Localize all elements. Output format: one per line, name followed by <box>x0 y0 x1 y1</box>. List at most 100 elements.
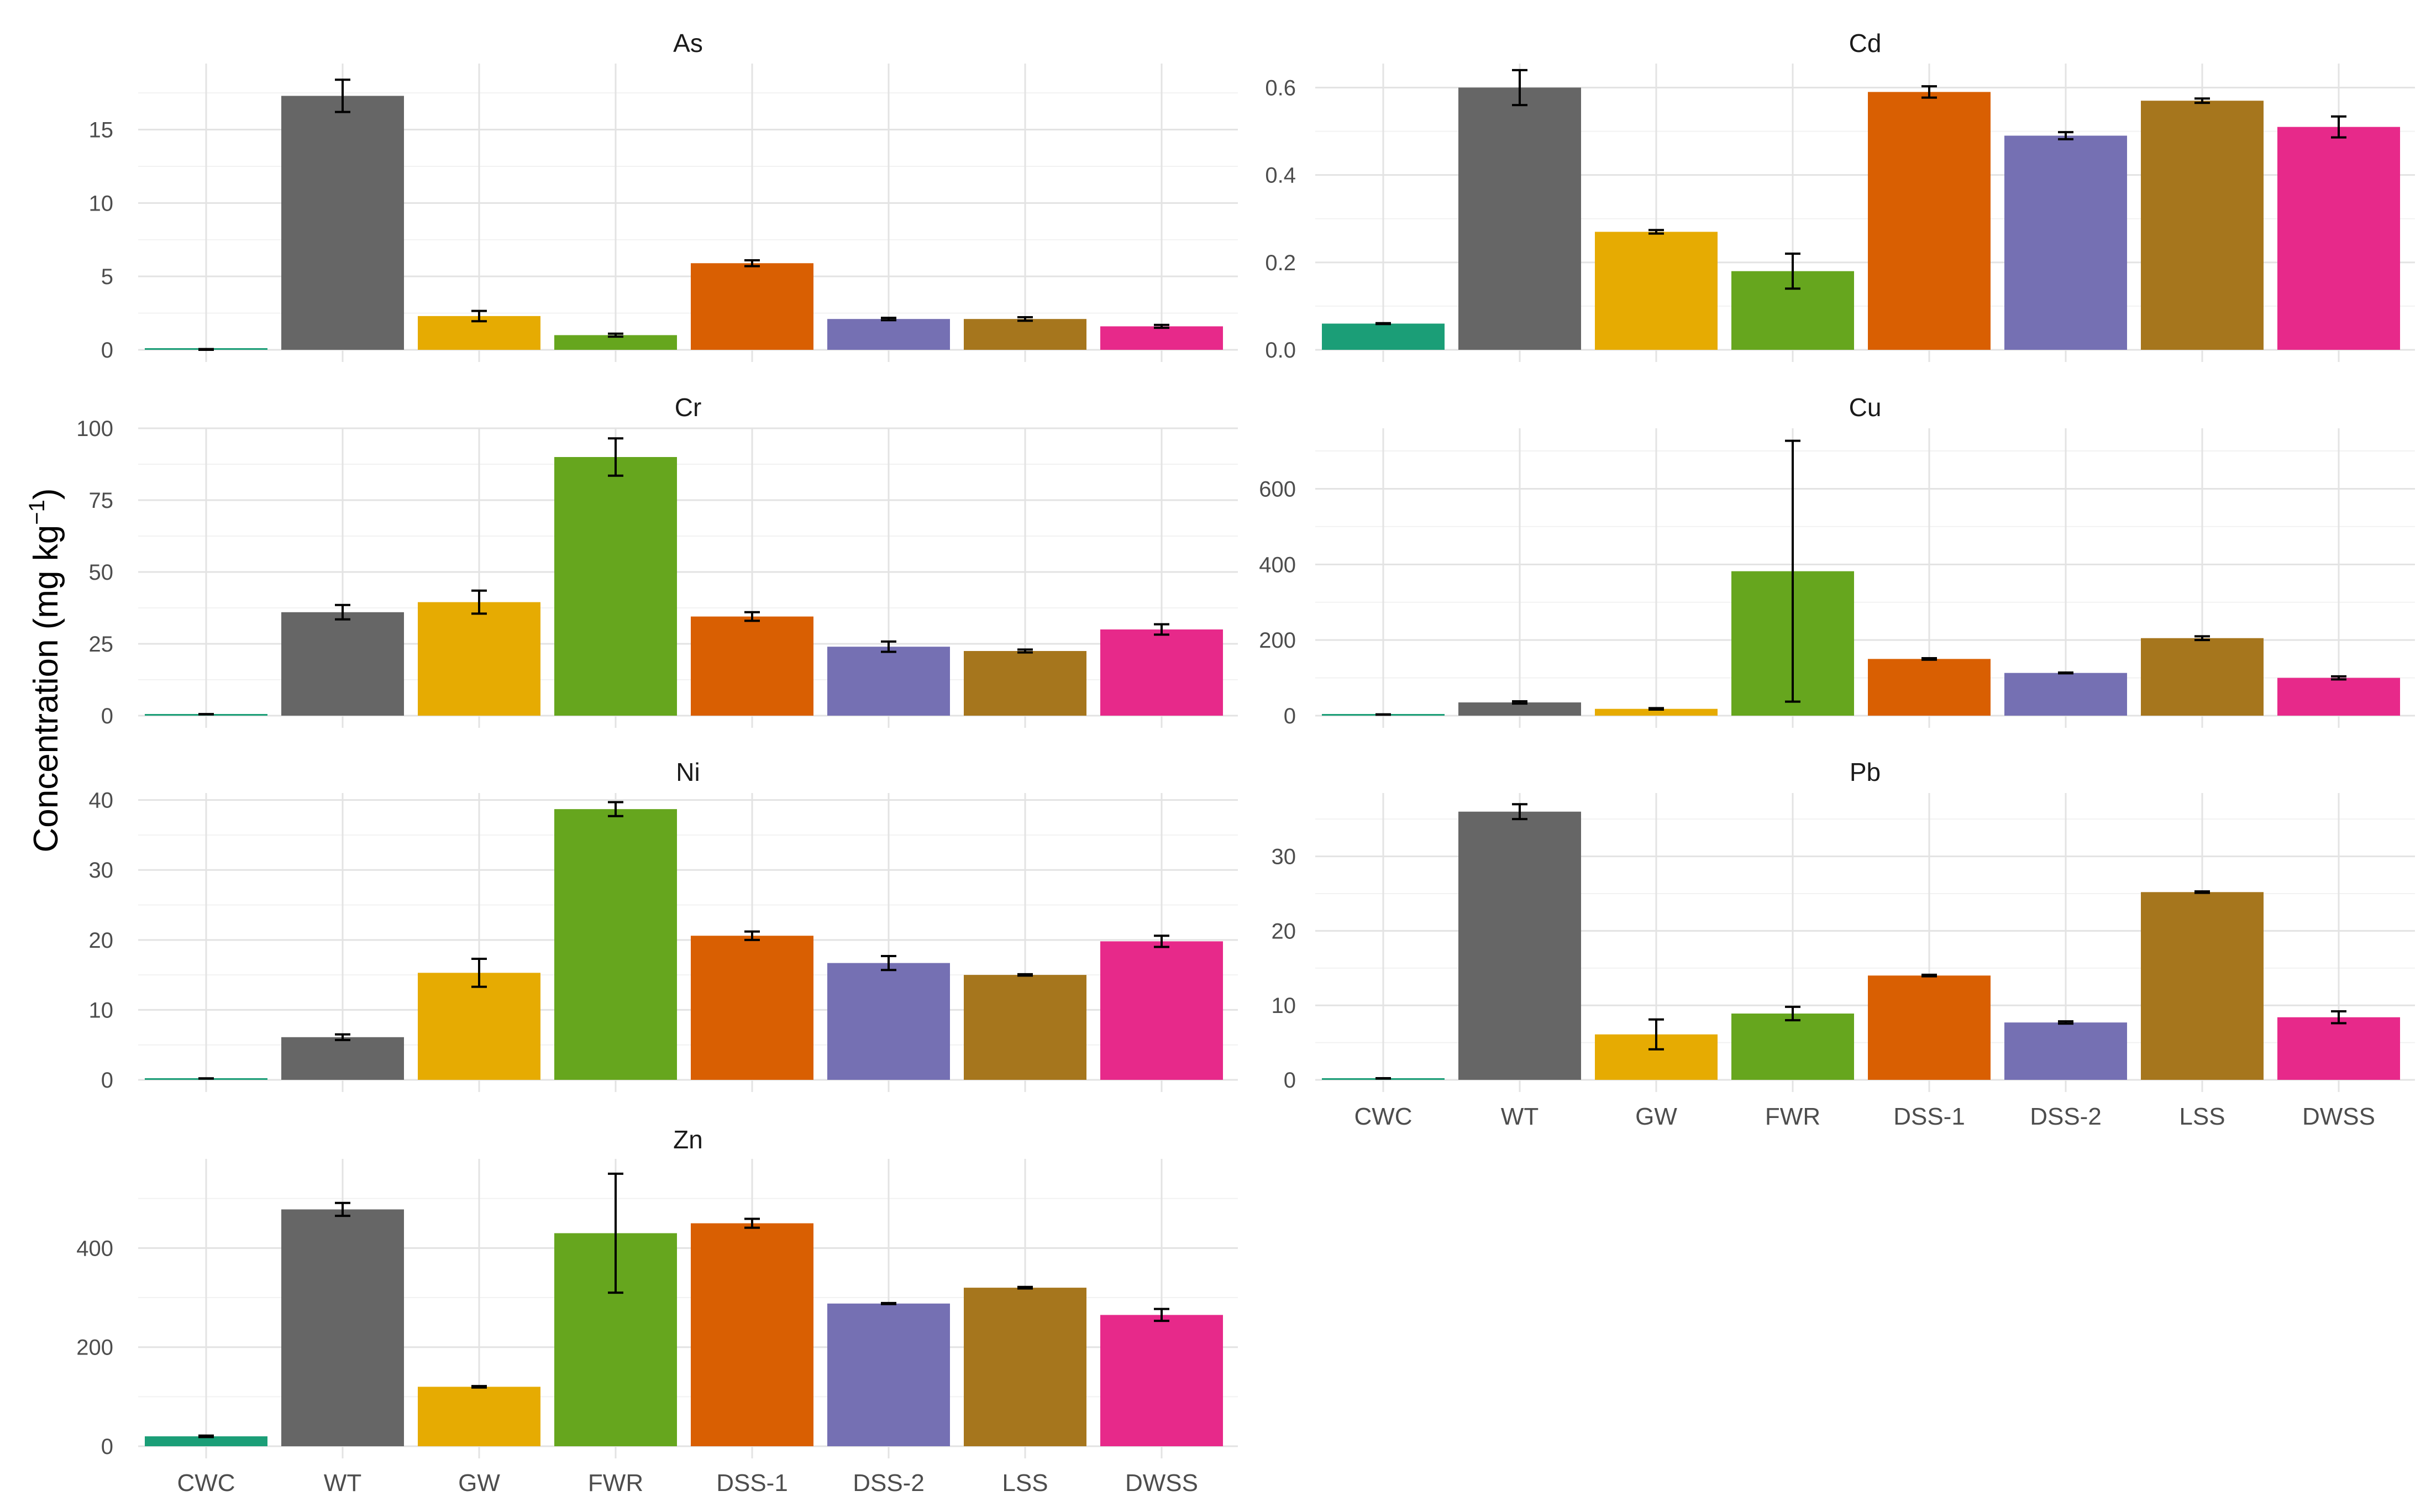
x-tick-label-zn-dss-2: DSS-2 <box>853 1469 925 1497</box>
bar-as-dwss <box>1100 326 1223 350</box>
errorbar-as-fwr <box>608 332 623 338</box>
x-tick-label-pb-gw: GW <box>1635 1103 1677 1130</box>
errorbar-as-cwc <box>198 348 214 351</box>
errorbar-as-gw <box>471 309 487 323</box>
errorbar-cd-gw <box>1648 229 1664 235</box>
panel-cr-y-tick-label: 75 <box>89 489 114 513</box>
panel-ni: 0 10 20 30 40 Ni <box>89 758 1238 1093</box>
panel-pb-y-tick-label: 0 <box>1284 1068 1296 1093</box>
panel-ni-y-tick-label: 30 <box>89 858 114 883</box>
panel-as-title: As <box>673 29 703 57</box>
bar-ni-dss-2 <box>827 963 950 1080</box>
bar-ni-dss-1 <box>691 936 813 1080</box>
bar-cd-dss-1 <box>1868 92 1991 350</box>
bar-zn-dwss <box>1100 1315 1223 1446</box>
panel-cd-title: Cd <box>1849 29 1882 57</box>
errorbar-ni-cwc <box>198 1077 214 1080</box>
errorbar-pb-lss <box>2194 890 2210 894</box>
bar-ni-dwss <box>1100 941 1223 1080</box>
bar-zn-dss-1 <box>691 1223 813 1446</box>
bar-pb-dss-2 <box>2004 1022 2127 1080</box>
errorbar-zn-lss <box>1017 1285 1033 1290</box>
errorbar-ni-dss-2 <box>881 954 896 972</box>
errorbar-pb-fwr <box>1785 1005 1800 1022</box>
errorbar-ni-wt <box>335 1033 350 1041</box>
bar-ni-gw <box>418 973 540 1080</box>
errorbar-as-wt <box>335 78 350 113</box>
panel-cu-y-tick-label: 200 <box>1259 628 1296 653</box>
bar-cu-lss <box>2141 638 2264 716</box>
panels-layer: 051015As0.00.20.40.6Cd0255075100Cr020040… <box>76 29 2415 1497</box>
y-axis-title-text: Concentration (mg kg <box>27 525 65 853</box>
bar-zn-lss <box>964 1288 1086 1446</box>
panel-zn-title: Zn <box>673 1125 703 1154</box>
y-axis-title-superscript: −1 <box>25 500 49 525</box>
panel-cd: 0.0 0.2 0.4 0.6 Cd <box>1265 29 2415 363</box>
errorbar-cd-dss-1 <box>1921 85 1937 99</box>
y-axis-title-close: ) <box>27 489 65 500</box>
panel-as: 0 5 10 15 As <box>89 29 1238 363</box>
bar-zn-dss-2 <box>827 1303 950 1446</box>
bar-pb-fwr <box>1731 1014 1854 1080</box>
errorbar-cu-dss-1 <box>1921 657 1937 661</box>
bar-cd-dss-2 <box>2004 135 2127 350</box>
panel-as-y-tick-label: 5 <box>101 265 113 289</box>
panel-cr-y-tick-label: 25 <box>89 632 114 657</box>
panel-cd-y-tick-label: 0.0 <box>1265 338 1296 363</box>
panel-cr-y-tick-label: 100 <box>76 417 113 441</box>
errorbar-cu-dwss <box>2331 675 2346 681</box>
errorbar-cr-dwss <box>1154 623 1169 636</box>
errorbar-ni-dss-1 <box>744 930 760 941</box>
panel-pb-y-tick-label: 30 <box>1272 845 1296 869</box>
errorbar-zn-cwc <box>198 1434 214 1439</box>
panel-zn-y-tick-label: 400 <box>76 1236 113 1261</box>
panel-ni-title: Ni <box>676 758 700 786</box>
errorbar-ni-lss <box>1017 973 1033 977</box>
panel-ni-y-tick-label: 40 <box>89 789 114 813</box>
bar-ni-wt <box>281 1037 404 1080</box>
x-tick-label-zn-fwr: FWR <box>588 1469 643 1497</box>
panel-cu-y-tick-label: 0 <box>1284 704 1296 728</box>
x-tick-label-zn-cwc: CWC <box>177 1469 235 1497</box>
bar-zn-gw <box>418 1387 540 1446</box>
panel-cd-y-tick-label: 0.4 <box>1265 164 1296 188</box>
panel-cr-y-tick-label: 0 <box>101 704 113 728</box>
bar-cu-wt <box>1458 702 1581 716</box>
errorbar-cd-cwc <box>1375 322 1391 326</box>
bar-cr-dss-2 <box>827 647 950 716</box>
bar-as-lss <box>964 319 1086 350</box>
panel-zn-y-tick-label: 0 <box>101 1435 113 1459</box>
panel-ni-y-tick-label: 0 <box>101 1068 113 1093</box>
errorbar-zn-wt <box>335 1201 350 1217</box>
bar-cd-dwss <box>2277 127 2400 350</box>
y-axis-title: Concentration (mg kg−1) <box>25 489 65 853</box>
panel-pb: 0 10 20 30 Pb CWC WT GW FWR DSS-1 DSS-2 LSS DWSS <box>1272 758 2415 1130</box>
bar-cu-dwss <box>2277 678 2400 716</box>
errorbar-cr-dss-1 <box>744 611 760 622</box>
errorbar-zn-fwr <box>608 1172 623 1294</box>
panel-pb-y-tick-label: 20 <box>1272 919 1296 943</box>
bar-cr-fwr <box>554 457 677 716</box>
panel-as-y-tick-label: 10 <box>89 191 114 216</box>
x-tick-label-pb-wt: WT <box>1501 1103 1539 1130</box>
errorbar-as-dss-1 <box>744 259 760 267</box>
bar-as-dss-2 <box>827 319 950 350</box>
errorbar-pb-gw <box>1648 1018 1664 1051</box>
errorbar-pb-cwc <box>1375 1077 1391 1080</box>
bar-cu-gw <box>1595 708 1718 716</box>
bar-cr-wt <box>281 612 404 716</box>
x-tick-label-zn-dss-1: DSS-1 <box>716 1469 788 1497</box>
bar-ni-lss <box>964 975 1086 1080</box>
bar-zn-wt <box>281 1209 404 1446</box>
errorbar-cr-lss <box>1017 648 1033 654</box>
panel-cu-y-tick-label: 600 <box>1259 477 1296 501</box>
errorbar-pb-wt <box>1512 803 1527 821</box>
errorbar-cr-dss-2 <box>881 640 896 653</box>
panel-cd-y-tick-label: 0.6 <box>1265 76 1296 100</box>
panel-cd-y-tick-label: 0.2 <box>1265 251 1296 275</box>
bar-cr-dwss <box>1100 629 1223 716</box>
errorbar-cu-fwr <box>1785 439 1800 703</box>
errorbar-as-dss-2 <box>881 317 896 322</box>
errorbar-zn-dwss <box>1154 1308 1169 1322</box>
